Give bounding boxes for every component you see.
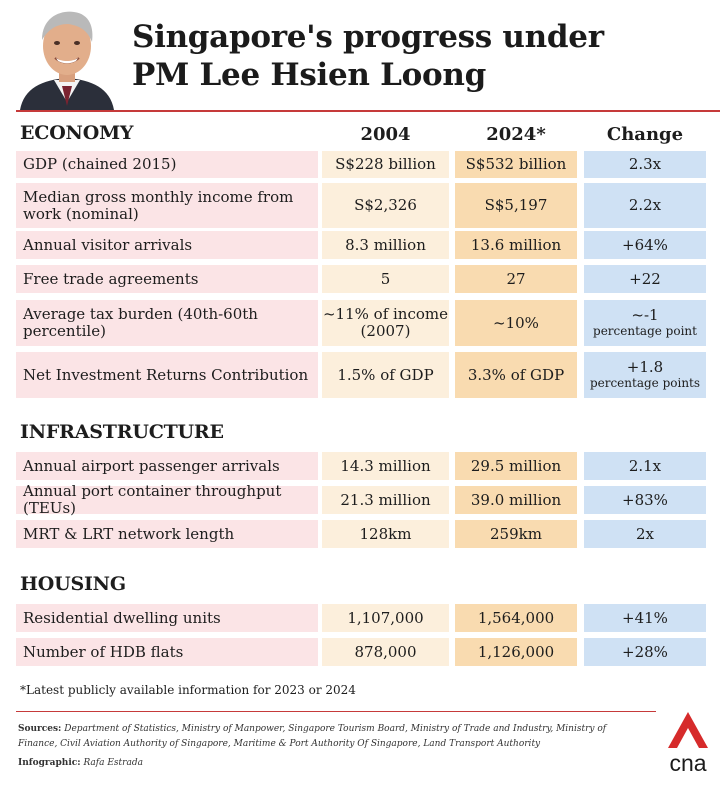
row-value-2024: S$5,197 (455, 183, 577, 228)
infographic-credit: Infographic: Rafa Estrada (18, 758, 143, 768)
portrait-image (12, 2, 122, 110)
row-change: +22 (584, 265, 706, 293)
row-value-2024: 39.0 million (455, 486, 577, 514)
row-value-2024: 1,564,000 (455, 604, 577, 632)
row-label: Average tax burden (40th-60th percentile… (16, 300, 318, 346)
row-value-2004: ~11% of income (2007) (322, 300, 449, 346)
row-value-2004: 878,000 (322, 638, 449, 666)
column-header-change: Change (606, 124, 684, 145)
row-value-2024: ~10% (455, 300, 577, 346)
column-header-2024: 2024* (486, 124, 546, 145)
footer-divider (16, 711, 656, 712)
row-value-2004: 8.3 million (322, 231, 449, 259)
page-title: Singapore's progress under PM Lee Hsien … (132, 18, 604, 94)
header: Singapore's progress under PM Lee Hsien … (0, 0, 720, 112)
footnote: *Latest publicly available information f… (20, 683, 356, 697)
header-divider (16, 110, 720, 112)
row-value-2024: 1,126,000 (455, 638, 577, 666)
change-main: +83% (622, 490, 668, 509)
row-label: Annual port container throughput (TEUs) (16, 483, 318, 517)
change-unit: percentage point (593, 324, 697, 338)
change-main: +64% (622, 235, 668, 254)
column-header-2004: 2004 (360, 124, 411, 145)
row-value-2004: 14.3 million (322, 452, 449, 480)
row-value-2024: 13.6 million (455, 231, 577, 259)
row-value-2004: 5 (322, 265, 449, 293)
section-heading-infrastructure: INFRASTRUCTURE (20, 421, 224, 443)
change-main: +1.8 (626, 358, 664, 376)
change-main: +22 (629, 269, 661, 288)
row-value-2004: S$2,326 (322, 183, 449, 228)
change-main: 2.1x (628, 456, 662, 475)
row-label: GDP (chained 2015) (16, 151, 318, 178)
row-change: +28% (584, 638, 706, 666)
title-line-2: PM Lee Hsien Loong (132, 57, 486, 93)
row-label: Number of HDB flats (16, 638, 318, 666)
row-label: MRT & LRT network length (16, 520, 318, 548)
sources-label: Sources: (18, 724, 62, 734)
row-change: ~-1 percentage point (584, 300, 706, 346)
title-line-1: Singapore's progress under (132, 19, 604, 55)
row-change: 2.1x (584, 452, 706, 480)
row-value-2024: S$532 billion (455, 151, 577, 178)
row-label: Median gross monthly income from work (n… (16, 183, 318, 228)
row-value-2024: 3.3% of GDP (455, 352, 577, 398)
row-value-2004: 128km (322, 520, 449, 548)
change-unit: percentage points (589, 376, 701, 390)
sources-note: Sources: Department of Statistics, Minis… (18, 722, 638, 752)
row-change: +83% (584, 486, 706, 514)
credit-label: Infographic: (18, 758, 81, 768)
row-value-2024: 259km (455, 520, 577, 548)
row-label: Residential dwelling units (16, 604, 318, 632)
row-value-2024: 29.5 million (455, 452, 577, 480)
sources-text: Department of Statistics, Ministry of Ma… (18, 724, 607, 749)
change-main: ~-1 (631, 306, 659, 324)
change-main: 2.2x (628, 196, 662, 214)
change-main: +28% (622, 642, 668, 661)
cna-logo: cna (668, 712, 708, 774)
section-heading-housing: HOUSING (20, 573, 126, 595)
change-main: 2.3x (628, 155, 662, 173)
row-value-2004: 1,107,000 (322, 604, 449, 632)
row-label: Net Investment Returns Contribution (16, 352, 318, 398)
row-change: 2.3x (584, 151, 706, 178)
row-value-2004: 1.5% of GDP (322, 352, 449, 398)
row-value-2004: 21.3 million (322, 486, 449, 514)
cna-logo-text: cna (669, 750, 706, 774)
row-change: 2.2x (584, 183, 706, 228)
row-change: +64% (584, 231, 706, 259)
row-change: 2x (584, 520, 706, 548)
change-main: 2x (635, 524, 654, 543)
section-heading-economy: ECONOMY (20, 122, 134, 144)
change-main: +41% (622, 608, 668, 627)
row-label: Free trade agreements (16, 265, 318, 293)
row-value-2024: 27 (455, 265, 577, 293)
row-change: +1.8 percentage points (584, 352, 706, 398)
row-label: Annual visitor arrivals (16, 231, 318, 259)
credit-text: Rafa Estrada (83, 758, 143, 768)
row-value-2004: S$228 billion (322, 151, 449, 178)
row-change: +41% (584, 604, 706, 632)
row-label: Annual airport passenger arrivals (16, 452, 318, 480)
